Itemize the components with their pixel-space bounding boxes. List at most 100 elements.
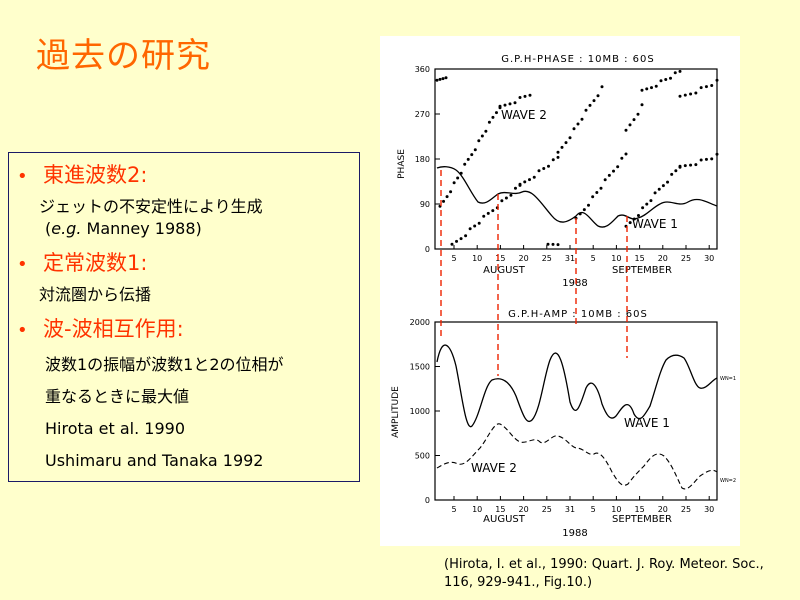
phase-dot (683, 93, 687, 97)
phase-dot (715, 152, 719, 156)
bullet-dot: • (17, 166, 28, 187)
phase-dot (503, 103, 507, 107)
phase-dot (456, 176, 460, 180)
phase-dot (513, 186, 517, 190)
phase-dot (603, 178, 607, 182)
phase-dot (464, 234, 468, 238)
phase-dot (466, 157, 470, 161)
y-tick-label: 360 (415, 65, 430, 74)
phase-month-august: AUGUST (483, 265, 526, 276)
x-tick-label: 5 (451, 254, 456, 263)
phase-dot (588, 103, 592, 107)
x-tick-label: 15 (495, 254, 505, 263)
phase-dot (657, 187, 661, 191)
x-tick-label: 10 (472, 505, 482, 514)
amp-y-label: AMPLITUDE (391, 386, 401, 438)
phase-dot (599, 186, 603, 190)
figure-svg: G.P.H-PHASE : 10MB : 60S 0 90 180 270 360 PH… (391, 54, 736, 539)
y-tick-label: 270 (415, 110, 430, 119)
bullet-text: 重なるときに最大値 (45, 387, 190, 406)
phase-dot (673, 71, 677, 75)
y-tick-label: 180 (415, 155, 430, 164)
phase-dot (444, 76, 448, 80)
x-tick-label: 15 (635, 505, 645, 514)
bullet-wave-interaction: • 波-波相互作用: (17, 313, 184, 343)
phase-dot (669, 76, 672, 80)
y-tick-label: 0 (425, 496, 430, 505)
bullet-text: 対流圏から伝播 (39, 285, 152, 304)
x-tick-label: 31 (565, 254, 575, 263)
phase-dot (491, 209, 495, 213)
y-tick-label: 500 (415, 452, 430, 461)
phase-dot (699, 158, 703, 162)
phase-dot (640, 88, 644, 92)
phase-dot (572, 127, 576, 131)
x-tick-label: 15 (635, 254, 645, 263)
phase-dot (654, 84, 658, 88)
amp-label-wave2: WAVE 2 (471, 461, 517, 475)
phase-dot (435, 78, 439, 82)
phase-dot (518, 182, 522, 186)
phase-dot (616, 165, 620, 169)
phase-dot (641, 206, 645, 210)
amp-month-august: AUGUST (483, 514, 526, 525)
x-tick-label: 31 (565, 505, 575, 514)
amp-year: 1988 (562, 528, 587, 539)
phase-dot (468, 227, 472, 231)
phase-dot (560, 145, 564, 149)
phase-dot (491, 115, 495, 119)
phase-dot (551, 158, 555, 162)
phase-dot (587, 203, 590, 207)
y-tick-label: 0 (425, 245, 430, 254)
amp-right-label-wn1: WN=1 (720, 376, 736, 382)
phase-dot (664, 78, 668, 81)
phase-dot (636, 213, 640, 217)
phase-dot (645, 87, 649, 91)
phase-dot (628, 221, 632, 225)
phase-dot (715, 78, 719, 82)
phase-dot (678, 164, 682, 168)
x-tick-label: 20 (658, 505, 668, 514)
phase-dot (551, 242, 555, 246)
phase-dot (661, 184, 665, 188)
bullet-dot: • (17, 254, 28, 275)
phase-dot (509, 193, 513, 197)
phase-dot (584, 108, 588, 112)
phase-dot (450, 242, 454, 246)
phase-dot (528, 178, 531, 182)
amp-chart-title: G.P.H-AMP : 10MB : 60S (508, 309, 648, 320)
phase-dot (542, 167, 546, 170)
y-tick-label: 2000 (410, 318, 430, 327)
x-tick-label: 25 (681, 254, 691, 263)
phase-dot (624, 128, 628, 132)
phase-dot (546, 242, 550, 246)
phase-dot (710, 157, 714, 161)
bullet-dot: • (17, 320, 28, 341)
phase-dot (480, 134, 484, 138)
phase-wave1-line (436, 166, 718, 228)
phase-dot (513, 101, 517, 105)
phase-y-ticks: 0 90 180 270 360 (415, 65, 440, 254)
caption-line: (Hirota, I. et al., 1990: Quart. J. Roy.… (444, 557, 764, 572)
phase-dot (518, 95, 522, 99)
phase-dot (508, 102, 512, 106)
phase-dot (670, 172, 674, 176)
y-tick-label: 1000 (410, 407, 430, 416)
phase-label-wave2: WAVE 2 (501, 108, 547, 122)
x-tick-label: 5 (591, 505, 596, 514)
phase-dot (699, 86, 703, 90)
phase-dot (666, 180, 670, 184)
amp-month-september: SEPTEMBER (612, 514, 672, 525)
phase-dot (607, 173, 611, 177)
phase-dot (442, 199, 446, 203)
x-tick-label: 5 (451, 505, 456, 514)
reference-ushimaru: Ushimaru and Tanaka 1992 (45, 451, 264, 470)
phase-dot (528, 93, 532, 97)
phase-dot (612, 169, 615, 173)
amp-x-ticks: 5 10 15 20 25 31 5 10 15 20 25 30 (451, 496, 714, 514)
bullet-heading: 定常波数1: (43, 251, 148, 275)
phase-dot (564, 141, 568, 145)
phase-dot (678, 69, 682, 73)
x-tick-label: 25 (542, 254, 552, 263)
phase-dot (640, 103, 644, 107)
